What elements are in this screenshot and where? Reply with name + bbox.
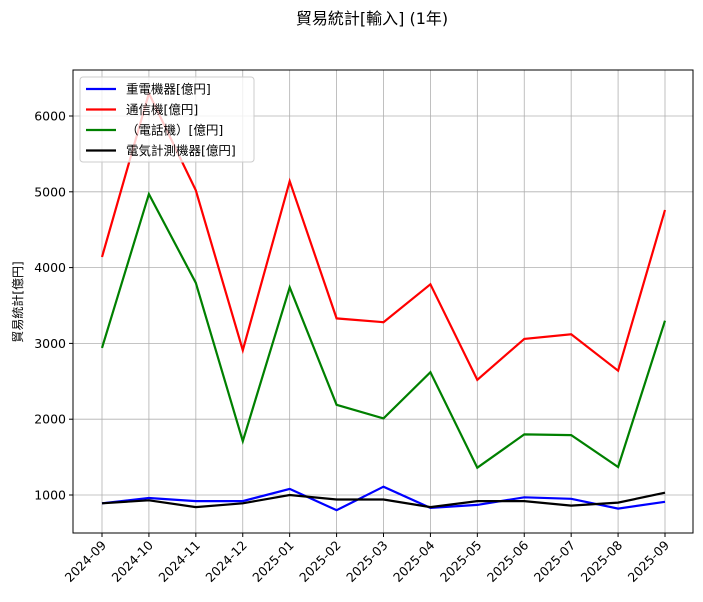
x-tick-label: 2024-10 [108, 537, 156, 585]
x-tick-label: 2025-01 [249, 538, 297, 586]
x-tick-label: 2025-04 [390, 537, 438, 585]
y-tick-label: 1000 [34, 488, 66, 503]
x-tick-label: 2025-06 [484, 537, 532, 585]
series-line [100, 90, 667, 382]
y-axis-ticks: 1000 2000 3000 4000 5000 6000 [34, 109, 73, 503]
legend-label: 重電機器[億円] [126, 82, 211, 97]
x-tick-label: 2025-08 [578, 537, 626, 585]
legend-box [79, 76, 255, 163]
y-tick-label: 2000 [34, 412, 66, 427]
legend-label: （電話機）[億円] [126, 123, 223, 138]
x-tick-label: 2025-09 [625, 537, 673, 585]
y-tick-label: 6000 [34, 109, 66, 124]
y-tick-label: 5000 [34, 184, 66, 199]
x-tick-label: 2024-09 [62, 537, 110, 585]
series-line [100, 191, 667, 470]
y-axis-label: 貿易統計[億円] [10, 261, 25, 342]
legend-label: 電気計測機器[億円] [126, 143, 236, 158]
x-tick-label: 2024-11 [155, 538, 203, 586]
x-tick-label: 2025-07 [531, 538, 579, 586]
legend-label: 通信機[億円] [126, 102, 198, 117]
x-tick-label: 2025-03 [343, 538, 391, 586]
legend: 重電機器[億円] 通信機[億円] （電話機）[億円] 電気計測機器[億円] [79, 76, 255, 163]
y-tick-label: 3000 [34, 336, 66, 351]
y-tick-label: 4000 [34, 260, 66, 275]
series-line [101, 491, 666, 509]
chart-title: 貿易統計[輸入] (1年) [296, 9, 448, 28]
data-lines [100, 90, 667, 512]
x-tick-label: 2025-02 [296, 538, 344, 586]
x-tick-label: 2025-05 [437, 538, 485, 586]
series-line [101, 485, 666, 512]
x-axis-ticks: 2024-09 2024-10 2024-11 2024-12 2025-01 2025-… [62, 533, 673, 586]
x-tick-label: 2024-12 [202, 538, 250, 586]
